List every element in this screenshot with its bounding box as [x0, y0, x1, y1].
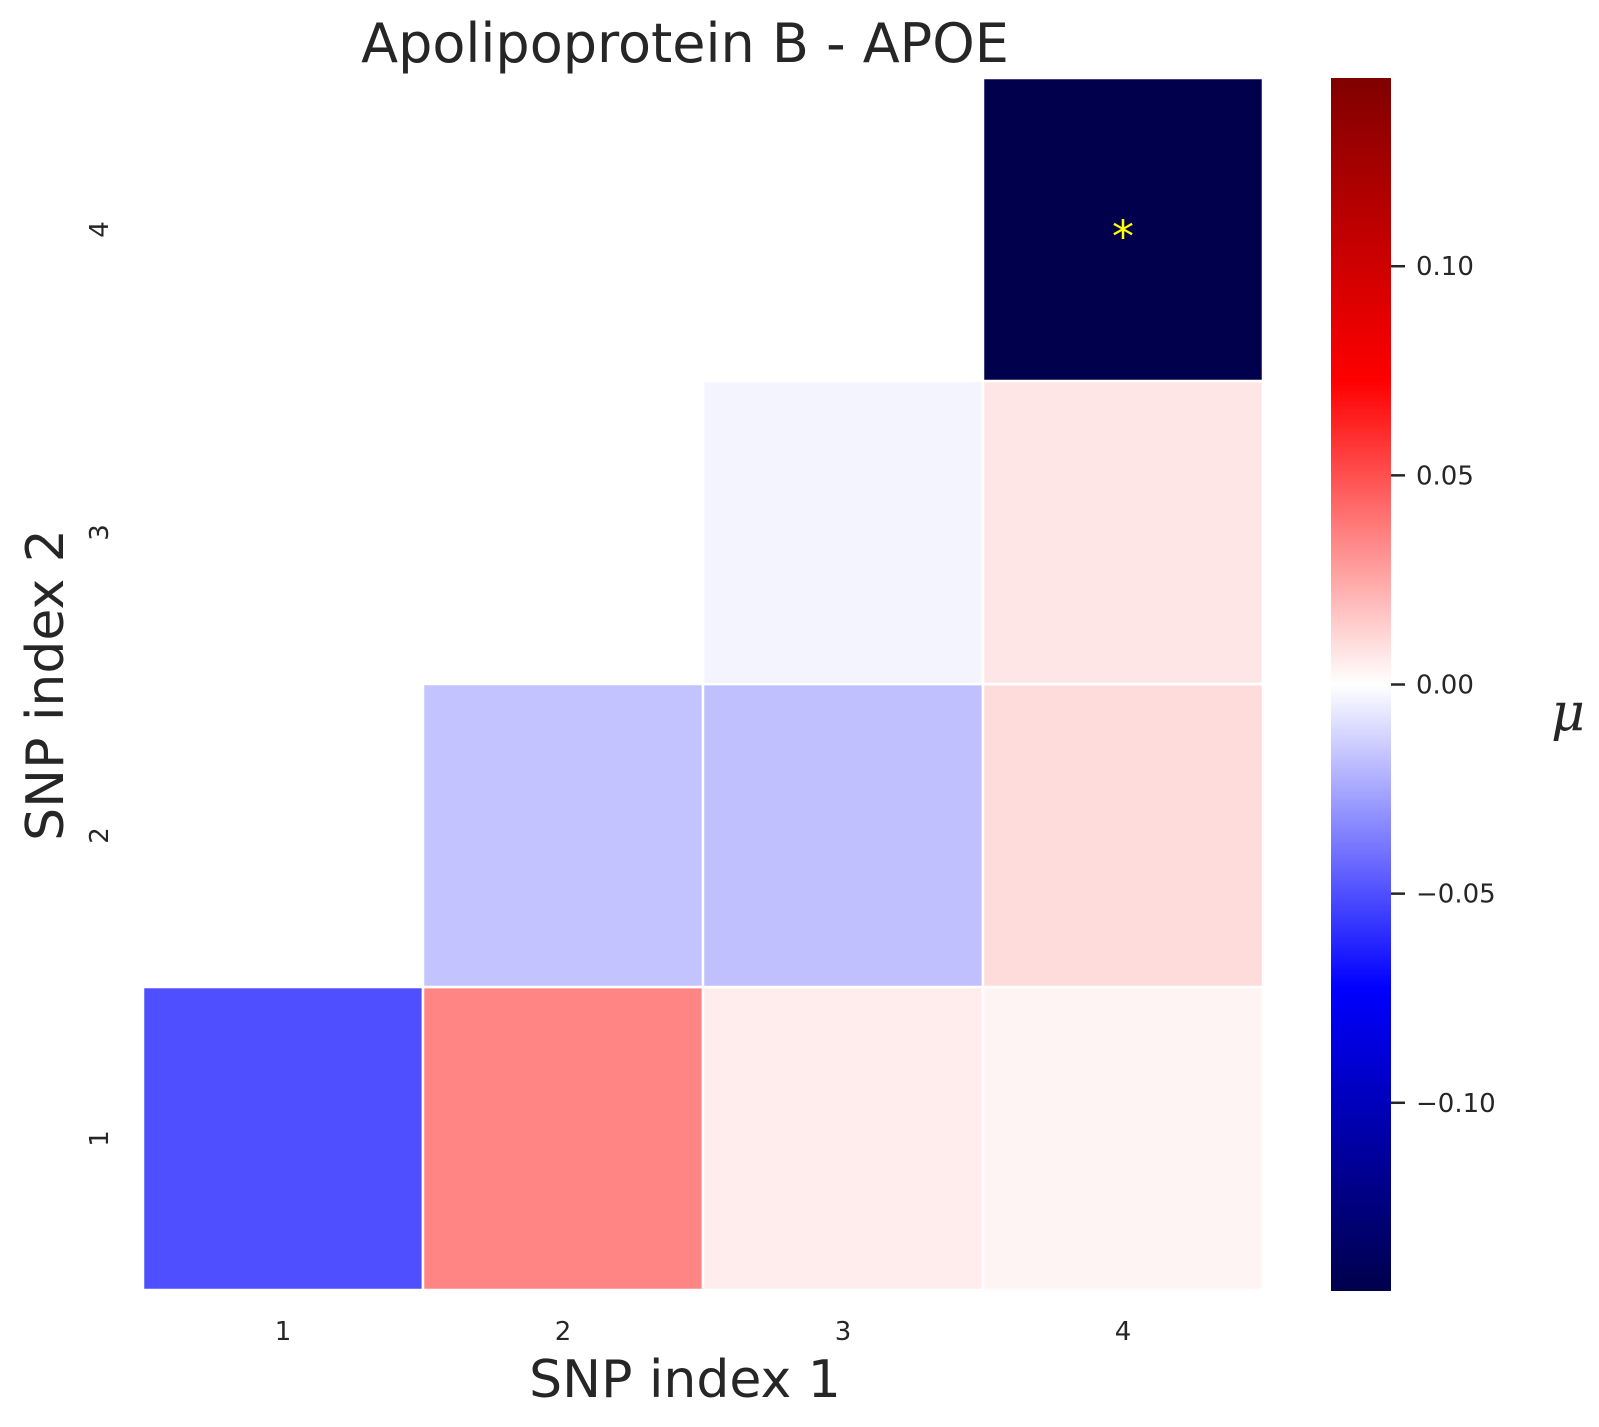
heatmap-cell: [981, 379, 1265, 686]
heatmap-cell: [701, 682, 985, 989]
heatmap-cell: [421, 985, 705, 1292]
y-axis-ticks: 1 2 3 4: [85, 221, 115, 1147]
heatmap-cell: [701, 985, 985, 1292]
y-tick-label: 1: [85, 1130, 115, 1147]
heatmap-cell: [981, 682, 1265, 989]
y-axis-label: SNP index 2: [16, 529, 76, 841]
x-axis-ticks: 1 2 3 4: [275, 1317, 1132, 1347]
heatmap-cells: *: [141, 76, 1265, 1292]
colorbar-label: μ: [1551, 683, 1585, 743]
x-tick-label: 3: [835, 1317, 852, 1347]
heatmap-cell: [141, 985, 425, 1292]
colorbar-tick-label: −0.05: [1416, 880, 1496, 910]
colorbar-tick-label: 0.10: [1416, 252, 1474, 282]
colorbar-ticks: 0.10 0.05 0.00 −0.05 −0.10: [1391, 252, 1496, 1119]
colorbar-tick-label: −0.10: [1416, 1089, 1496, 1119]
heatmap-cell: [981, 76, 1265, 383]
colorbar-tick-label: 0.00: [1416, 671, 1474, 701]
chart-title: Apolipoprotein B - APOE: [361, 12, 1009, 75]
x-axis-label: SNP index 1: [529, 1350, 841, 1410]
heatmap-cell: [701, 379, 985, 686]
y-tick-label: 4: [85, 221, 115, 238]
y-tick-label: 3: [85, 524, 115, 541]
x-tick-label: 2: [555, 1317, 572, 1347]
x-tick-label: 4: [1115, 1317, 1132, 1347]
heatmap-cell: [421, 682, 705, 989]
colorbar: [1331, 78, 1391, 1291]
x-tick-label: 1: [275, 1317, 292, 1347]
colorbar-tick-label: 0.05: [1416, 461, 1474, 491]
y-tick-label: 2: [85, 827, 115, 844]
cell-annotation: *: [1112, 212, 1134, 263]
heatmap-cell: [981, 985, 1265, 1292]
